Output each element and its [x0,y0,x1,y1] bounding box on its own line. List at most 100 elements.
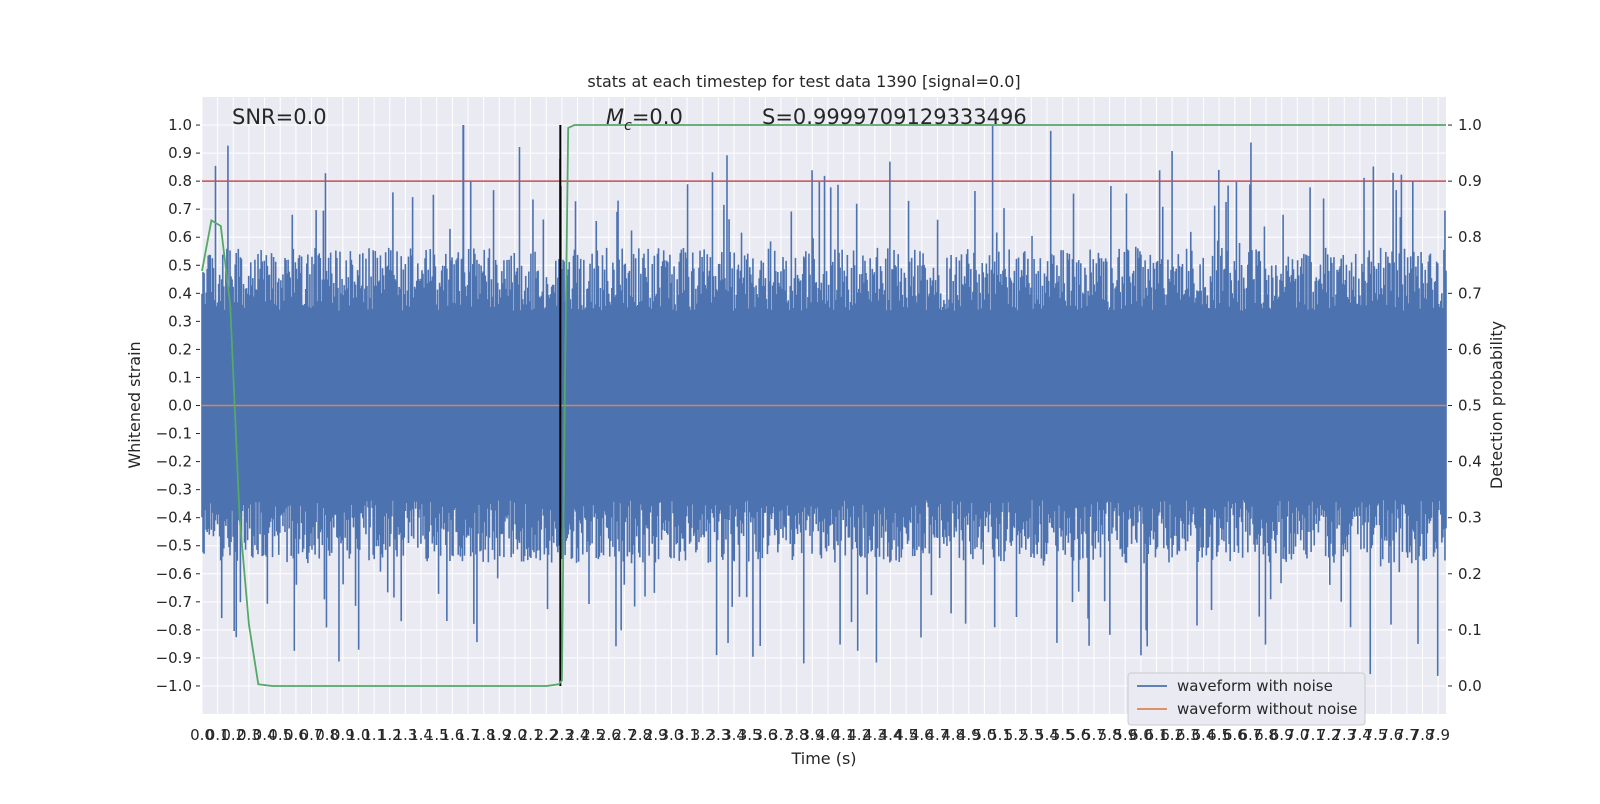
x-tick-label: 7.6 [1379,726,1403,744]
x-tick-label: 5.3 [1019,726,1043,744]
x-tick-label: 2.6 [597,726,621,744]
x-tick-label: 6.2 [1160,726,1184,744]
x-tick-label: 4.4 [879,726,903,744]
x-tick-label: 4.1 [832,726,856,744]
chirp-mass-subscript: c [624,118,632,134]
x-tick-label: 1.9 [487,726,511,744]
waveform-with-noise-series [201,125,1447,676]
x-tick-label: 3.4 [722,726,746,744]
x-tick-label: 7.1 [1301,726,1325,744]
x-tick-label: 6.4 [1192,726,1216,744]
y-tick-label: −0.2 [156,453,192,471]
y-tick-label: −0.7 [156,593,192,611]
x-tick-labels: 0.00.10.20.30.40.50.60.70.80.91.01.11.21… [190,726,1450,744]
x-tick-label: 2.5 [581,726,605,744]
y-tick-label: −0.8 [156,621,192,639]
snr-annotation: SNR=0.0 [232,105,327,129]
x-tick-label: 4.6 [910,726,934,744]
y2-tick-label: 1.0 [1458,116,1482,134]
x-tick-label: 3.5 [738,726,762,744]
x-tick-label: 1.1 [362,726,386,744]
y2-tick-label: 0.8 [1458,228,1482,246]
x-tick-label: 7.2 [1317,726,1341,744]
y-tick-label: 0.5 [168,256,192,274]
y2-tick-label: 0.2 [1458,565,1482,583]
x-tick-label: 2.1 [519,726,543,744]
y-tick-label: −0.9 [156,649,192,667]
y2-tick-label: 0.6 [1458,340,1482,358]
y2-tick-label: 0.3 [1458,509,1482,527]
x-tick-label: 3.7 [769,726,793,744]
plot-area [201,97,1447,714]
x-tick-label: 4.2 [847,726,871,744]
x-tick-label: 4.7 [926,726,950,744]
x-tick-label: 2.7 [613,726,637,744]
y2-tick-label: 0.5 [1458,397,1482,415]
y-tick-label: −0.1 [156,425,192,443]
x-tick-label: 0.7 [300,726,324,744]
x-tick-label: 7.5 [1364,726,1388,744]
x-tick-label: 0.1 [206,726,230,744]
x-tick-label: 5.7 [1082,726,1106,744]
x-tick-label: 6.3 [1176,726,1200,744]
x-tick-label: 0.9 [331,726,355,744]
y-axis-label: Whitened strain [125,341,144,468]
y-tick-label: −0.4 [156,509,192,527]
x-axis-label: Time (s) [790,749,856,768]
x-tick-label: 7.4 [1348,726,1372,744]
x-tick-label: 1.6 [440,726,464,744]
y-tick-label: 0.3 [168,312,192,330]
x-tick-label: 7.7 [1395,726,1419,744]
x-tick-label: 0.6 [284,726,308,744]
x-tick-label: 0.4 [253,726,277,744]
x-tick-label: 4.9 [957,726,981,744]
x-tick-label: 2.4 [566,726,590,744]
y-tick-label: 0.2 [168,340,192,358]
y-tick-label: 1.0 [168,116,192,134]
x-tick-label: 0.0 [190,726,214,744]
x-tick-label: 0.8 [315,726,339,744]
x-tick-label: 6.9 [1270,726,1294,744]
y-tick-label: 0.6 [168,228,192,246]
x-tick-label: 5.6 [1066,726,1090,744]
x-tick-label: 5.2 [1004,726,1028,744]
x-tick-label: 5.4 [1035,726,1059,744]
x-tick-label: 5.1 [988,726,1012,744]
y-tick-label: −0.3 [156,481,192,499]
legend-box [1127,672,1366,726]
chirp-mass-value: =0.0 [632,105,683,129]
x-tick-label: 3.8 [785,726,809,744]
score-annotation: S=0.9999709129333496 [762,105,1027,129]
x-tick-label: 3.0 [660,726,684,744]
x-tick-label: 6.6 [1223,726,1247,744]
x-tick-label: 7.9 [1426,726,1450,744]
x-tick-label: 6.0 [1129,726,1153,744]
y2-tick-label: 0.7 [1458,284,1482,302]
y-tick-label: 0.8 [168,172,192,190]
x-tick-label: 3.9 [800,726,824,744]
y-tick-labels: 1.0 0.9 0.8 0.7 0.6 0.5 0.4 0.3 0.2 0.1 0.0 −0.1 −0.… [156,116,200,695]
x-tick-label: 2.8 [628,726,652,744]
y-tick-label: 0.0 [168,397,192,415]
x-tick-label: 6.7 [1238,726,1262,744]
x-tick-label: 6.1 [1145,726,1169,744]
chirp-mass-annotation: Mc=0.0 [606,105,683,134]
x-tick-label: 1.7 [456,726,480,744]
detection-probability-series [201,124,1446,687]
x-tick-label: 3.3 [706,726,730,744]
x-tick-label: 1.3 [393,726,417,744]
x-tick-label: 2.2 [534,726,558,744]
x-tick-label: 5.0 [972,726,996,744]
x-tick-label: 4.0 [816,726,840,744]
y2-tick-label: 0.4 [1458,453,1482,471]
y-tick-label: 0.4 [168,284,192,302]
y2-axis-label: Detection probability [1487,321,1506,489]
x-tick-label: 3.2 [691,726,715,744]
y2-tick-label: 0.0 [1458,677,1482,695]
x-tick-label: 1.2 [378,726,402,744]
x-tick-label: 5.9 [1113,726,1137,744]
x-tick-label: 0.2 [221,726,245,744]
x-tick-label: 7.0 [1285,726,1309,744]
x-tick-label: 0.5 [268,726,292,744]
